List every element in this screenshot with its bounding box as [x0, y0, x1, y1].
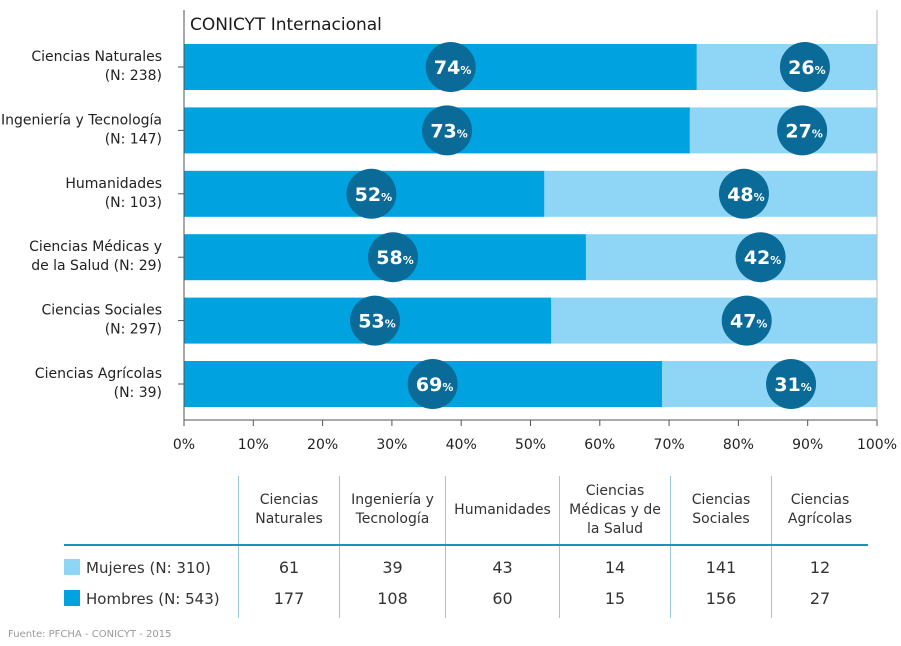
table-cell: 156	[670, 583, 772, 618]
table-row-mujeres: Mujeres (N: 310) 61 39 43 14 141 12	[64, 552, 868, 583]
value-bubble	[735, 232, 786, 283]
value-bubble	[422, 105, 473, 156]
value-label: 53%	[349, 295, 400, 346]
table-cell: 39	[339, 552, 446, 583]
value-label: 47%	[721, 295, 772, 346]
value-label: 31%	[766, 359, 817, 409]
category-label: (N: 103)	[105, 195, 162, 211]
x-tick-label: 100%	[857, 437, 897, 453]
x-tick-label: 40%	[446, 437, 477, 453]
value-text: 26%	[788, 57, 825, 79]
swatch-hombres	[64, 589, 80, 606]
source-note: Fuente: PFCHA - CONICYT - 2015	[8, 629, 172, 640]
category-label: Ciencias Agrícolas	[35, 366, 162, 382]
value-label: 42%	[735, 232, 786, 283]
value-bubble	[368, 232, 419, 283]
value-text: 69%	[416, 374, 453, 396]
value-text: 48%	[727, 184, 764, 206]
category-label: Ciencias Médicas y	[29, 239, 162, 255]
value-bubble	[346, 168, 397, 219]
category-label: (N: 238)	[105, 68, 162, 84]
table-header-cell: Ciencias Agrícolas	[771, 476, 868, 546]
value-text: 27%	[785, 120, 822, 142]
category-label: de la Salud (N: 29)	[31, 258, 162, 274]
x-tick-label: 30%	[376, 437, 407, 453]
value-text: 52%	[355, 184, 392, 206]
table-cell: 177	[238, 583, 340, 618]
x-tick-label: 60%	[584, 437, 615, 453]
value-text: 74%	[434, 57, 471, 79]
value-text: 73%	[430, 120, 467, 142]
x-tick-label: 70%	[654, 437, 685, 453]
table-cell: 27	[771, 583, 868, 618]
category-label: (N: 147)	[105, 131, 162, 147]
x-tick-label: 90%	[792, 437, 823, 453]
table-header-cell: Ciencias Sociales	[670, 476, 772, 546]
value-label: 27%	[777, 105, 828, 156]
x-tick-label: 10%	[238, 437, 269, 453]
table-cell: 14	[559, 552, 671, 583]
value-label: 74%	[425, 42, 476, 92]
value-labels: 74% 26% 73% 27% 52% 48% 58% 42% 53% 47% 69% 31%	[346, 42, 830, 409]
table-header-corner	[64, 476, 239, 546]
x-tick-label: 0%	[173, 437, 195, 453]
x-tick-label: 50%	[515, 437, 546, 453]
bar-segment	[551, 297, 877, 344]
table-header-cell: Humanidades	[445, 476, 560, 546]
table-header-cell: Ciencias Naturales	[238, 476, 340, 546]
bars	[184, 44, 877, 407]
swatch-mujeres	[64, 558, 80, 575]
table-cell: 43	[445, 552, 560, 583]
category-label: Ciencias Naturales	[31, 49, 162, 65]
value-label: 52%	[346, 168, 397, 219]
value-bubble	[407, 359, 458, 409]
value-bubble	[425, 42, 476, 92]
value-bubble	[721, 295, 772, 346]
table-header-cell: Ciencias Médicas y de la Salud	[559, 476, 671, 546]
table-cell: 12	[771, 552, 868, 583]
value-label: 26%	[779, 42, 830, 92]
legend-mujeres: Mujeres (N: 310)	[64, 552, 239, 583]
x-tick-label: 80%	[723, 437, 754, 453]
category-label: Ciencias Sociales	[42, 303, 162, 319]
data-table: Ciencias Naturales Ingeniería y Tecnología…	[64, 476, 868, 618]
value-bubble	[779, 42, 830, 92]
category-label: (N: 39)	[114, 385, 162, 401]
table-cell: 15	[559, 583, 671, 618]
value-text: 31%	[774, 374, 811, 396]
value-text: 42%	[744, 247, 781, 269]
value-label: 58%	[368, 232, 419, 283]
value-label: 48%	[718, 168, 769, 219]
x-tick-label: 20%	[307, 437, 338, 453]
bar-segment	[544, 170, 877, 217]
category-label: (N: 297)	[105, 322, 162, 338]
stacked-bar-chart: Ciencias Naturales (N: 238) Ingeniería y T…	[1, 10, 897, 453]
value-bubble	[349, 295, 400, 346]
table-row-hombres: Hombres (N: 543) 177 108 60 15 156 27	[64, 583, 868, 618]
x-axis-ticks: 0% 10% 20% 30% 40% 50% 60% 70% 80% 90% 100%	[173, 66, 897, 453]
value-label: 69%	[407, 359, 458, 409]
table-header-cell: Ingeniería y Tecnología	[339, 476, 446, 546]
category-labels: Ciencias Naturales (N: 238) Ingeniería y T…	[1, 49, 162, 401]
value-text: 47%	[730, 311, 767, 333]
value-label: 73%	[422, 105, 473, 156]
table-cell: 141	[670, 552, 772, 583]
category-label: Humanidades	[65, 176, 162, 192]
value-bubble	[766, 359, 817, 409]
legend-hombres: Hombres (N: 543)	[64, 583, 239, 618]
value-bubble	[718, 168, 769, 219]
value-text: 58%	[376, 247, 413, 269]
table-cell: 108	[339, 583, 446, 618]
table-cell: 60	[445, 583, 560, 618]
value-text: 53%	[358, 311, 395, 333]
bar-segment	[585, 234, 877, 281]
category-label: Ingeniería y Tecnología	[1, 112, 162, 128]
table-cell: 61	[238, 552, 340, 583]
value-bubble	[777, 105, 828, 156]
chart-title: CONICYT Internacional	[190, 15, 382, 35]
